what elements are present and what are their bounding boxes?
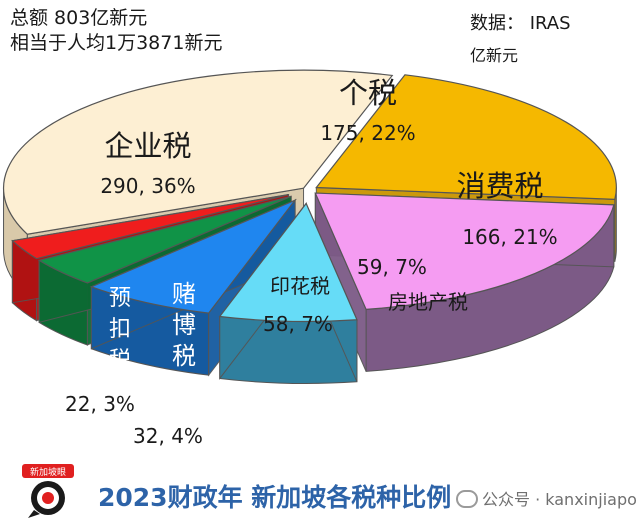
slice-label-4: 赌博税	[172, 280, 196, 370]
watermark: 公众号 · kanxinjiapo	[456, 486, 637, 510]
slice-label-2: 房地产税	[388, 290, 468, 314]
svg-text:税: 税	[109, 348, 131, 373]
slice-label-0: 个税	[339, 76, 397, 110]
per-capita-note: 相当于人均1万3871新元	[10, 32, 223, 54]
svg-text:税: 税	[172, 342, 196, 370]
pie-slice-3	[89, 198, 297, 314]
slice-value-5: 22, 3%	[65, 392, 135, 416]
slice-value-6: 290, 36%	[100, 174, 195, 198]
slice-label-5: 预扣税	[109, 286, 131, 373]
pie-slice-0	[315, 74, 617, 200]
slice-value-4: 32, 4%	[133, 424, 203, 448]
slice-label-6: 企业税	[104, 129, 191, 163]
source-note: 数据： IRAS	[470, 13, 571, 34]
slice-value-0: 175, 22%	[320, 121, 415, 145]
unit-note: 亿新元	[470, 46, 519, 65]
total-note: 总额 803亿新元	[10, 7, 148, 29]
wechat-icon	[456, 490, 478, 508]
logo-text: 新加坡眼	[30, 466, 66, 478]
svg-text:扣: 扣	[109, 317, 131, 342]
slice-value-1: 166, 21%	[462, 225, 557, 249]
svg-text:预: 预	[109, 286, 131, 311]
slice-label-3: 印花税	[270, 274, 330, 298]
pie-slice-2	[218, 202, 358, 323]
pie-slice-4	[37, 195, 292, 284]
slice-label-1: 消费税	[456, 169, 543, 203]
pie-slice-5	[11, 194, 289, 260]
watermark-text: 公众号 · kanxinjiapo	[482, 490, 637, 509]
svg-text:博: 博	[172, 311, 196, 339]
slice-value-3: 58, 7%	[263, 312, 333, 336]
pie-slice-1	[314, 192, 615, 310]
logo: 新加坡眼	[20, 460, 76, 520]
chart-title: 2023财政年 新加坡各税种比例	[98, 483, 452, 512]
pie-slice-6	[3, 69, 394, 235]
slice-value-2: 59, 7%	[357, 255, 427, 279]
svg-text:赌: 赌	[172, 280, 196, 308]
